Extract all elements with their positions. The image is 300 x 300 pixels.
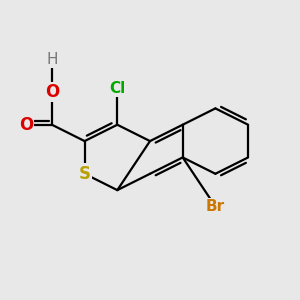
Text: S: S <box>79 165 91 183</box>
Text: Br: Br <box>206 199 225 214</box>
Text: O: O <box>45 83 59 101</box>
Text: O: O <box>19 116 33 134</box>
Text: Cl: Cl <box>109 81 125 96</box>
Text: H: H <box>46 52 58 67</box>
